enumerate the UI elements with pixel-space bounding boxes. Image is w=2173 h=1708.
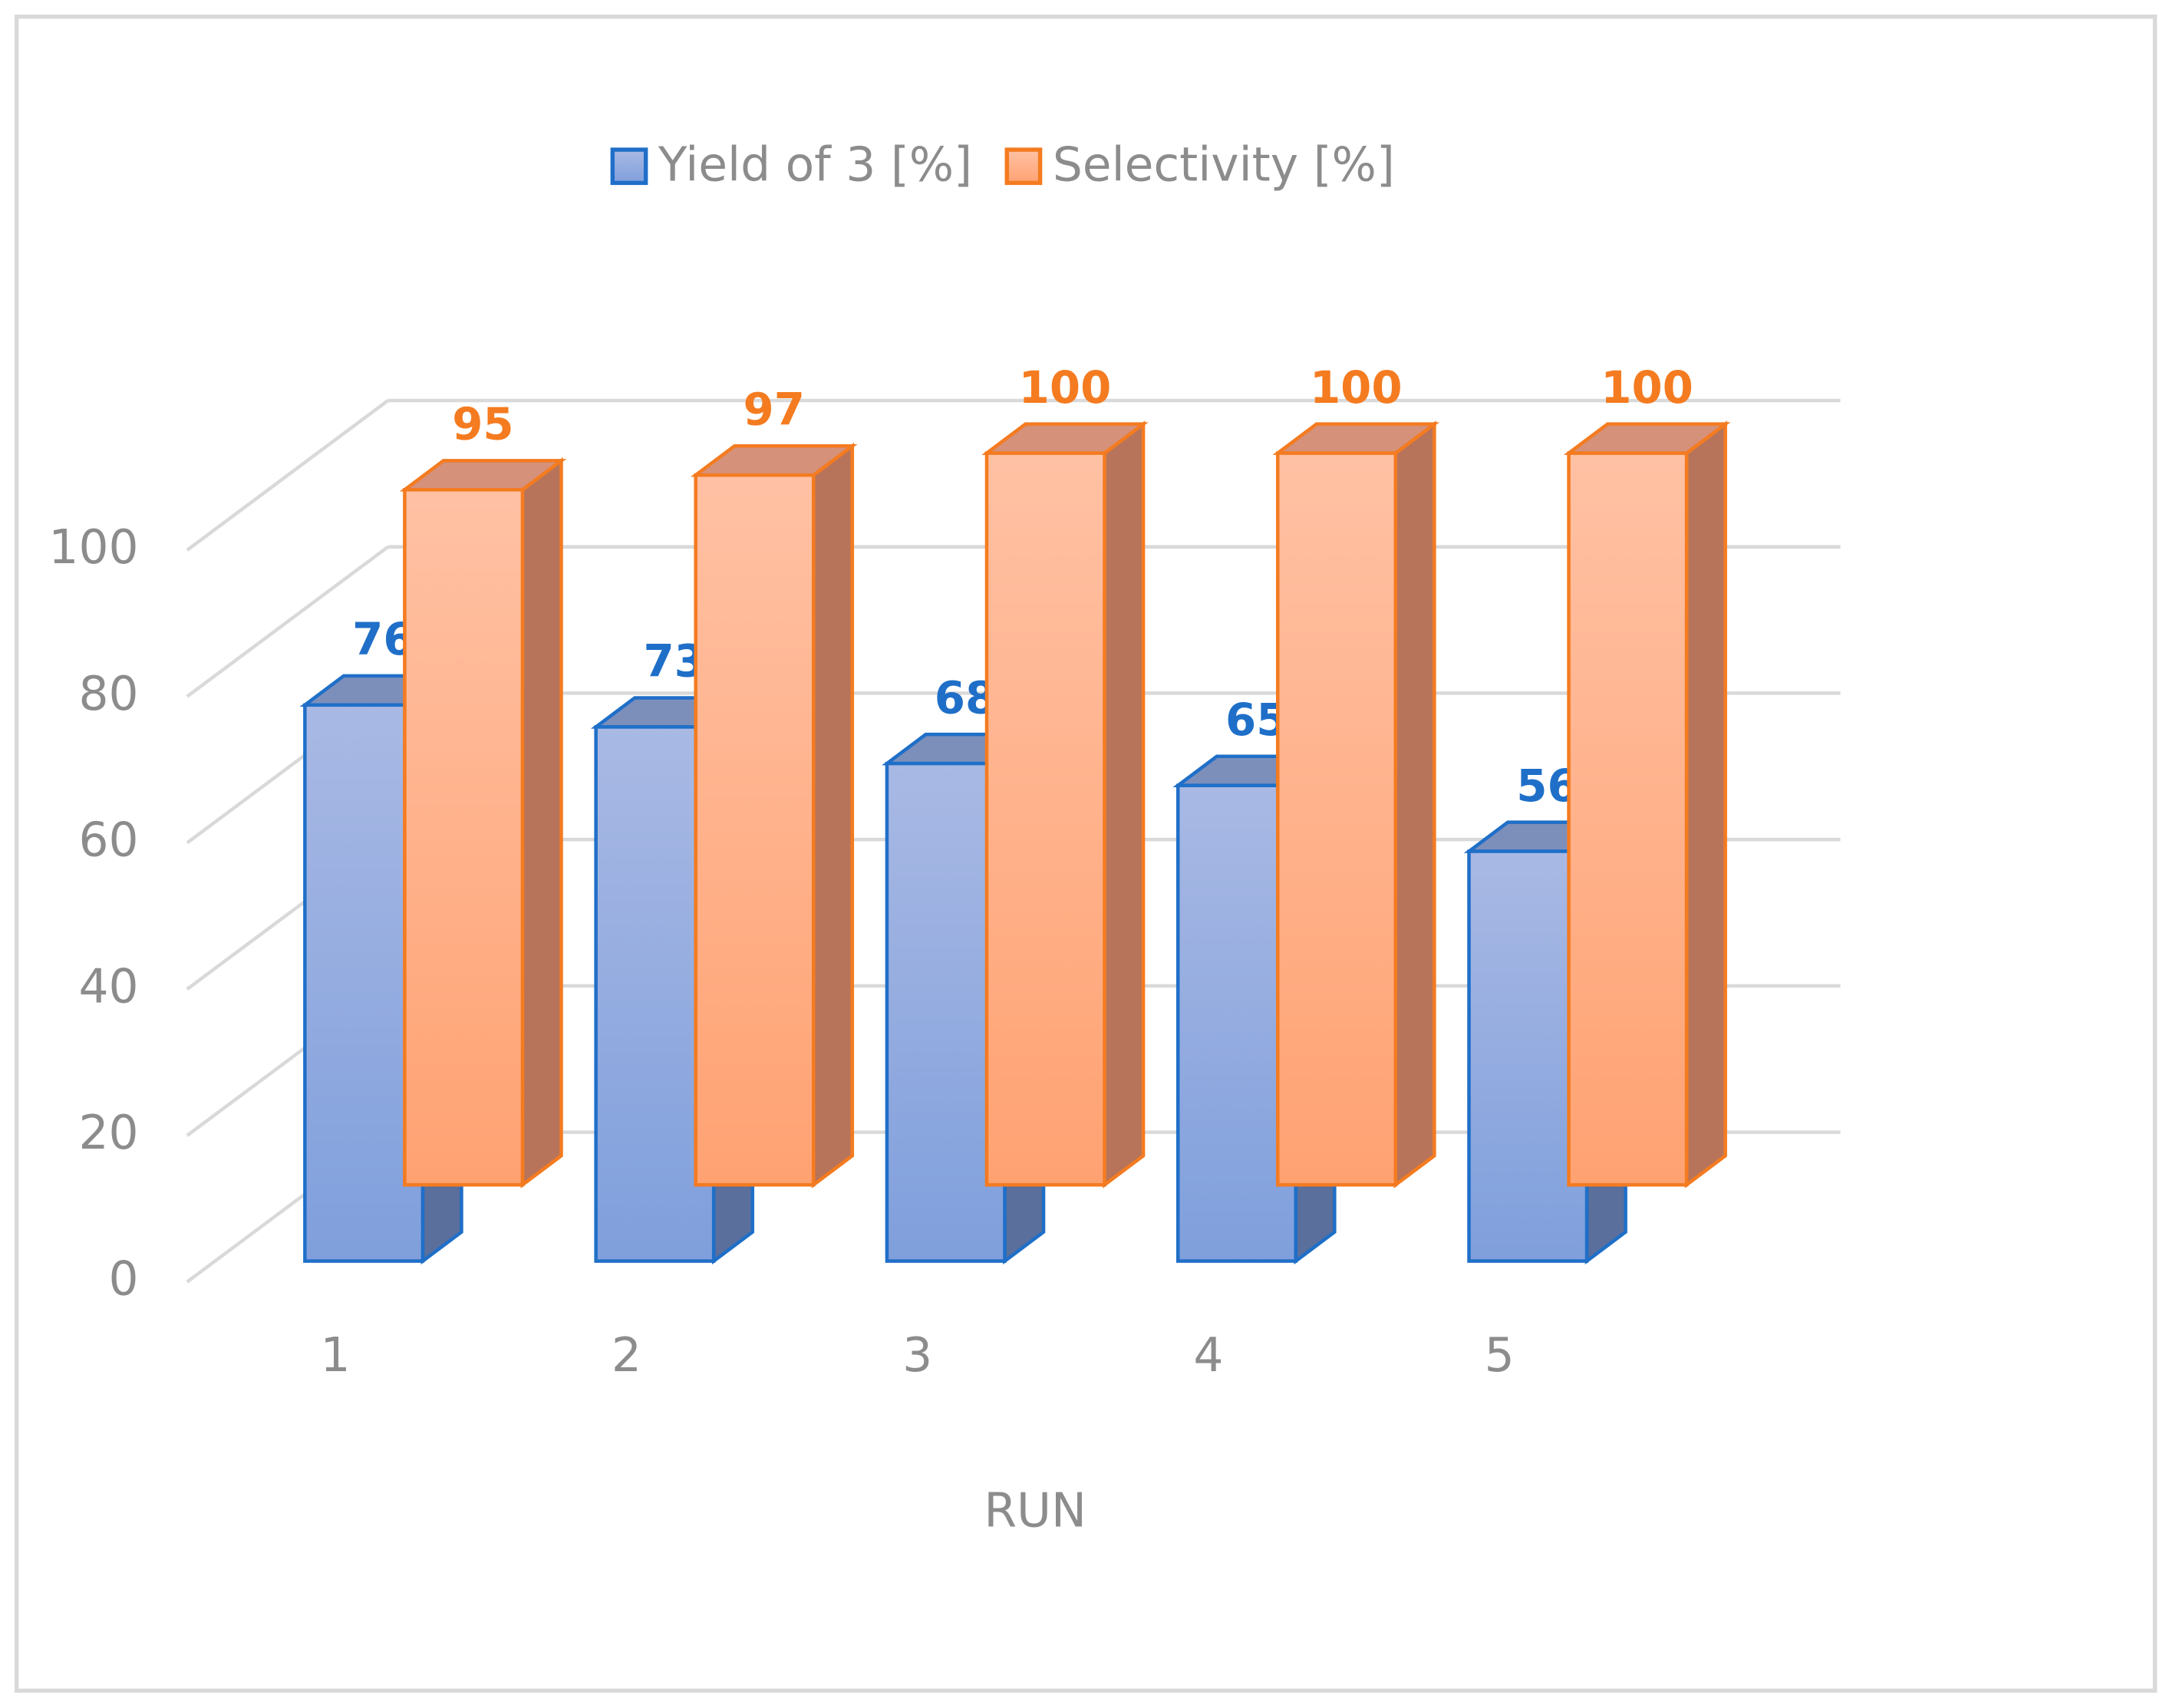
data-label: 95	[452, 398, 513, 450]
grid-line	[186, 545, 390, 698]
data-label: 100	[1019, 361, 1112, 414]
grid-line	[186, 399, 390, 552]
bar-side	[811, 442, 855, 1189]
y-tick-label: 0	[109, 1252, 139, 1307]
x-tick-label: 2	[612, 1328, 641, 1383]
y-tick-label: 60	[79, 813, 139, 868]
x-axis-title: RUN	[984, 1483, 1086, 1538]
x-tick-label: 4	[1193, 1328, 1223, 1383]
bar-side	[1103, 420, 1146, 1189]
bar-side	[520, 457, 563, 1189]
y-tick-label: 40	[79, 959, 139, 1014]
bar	[694, 473, 816, 1187]
legend-label: Selectivity [%]	[1053, 138, 1395, 193]
data-label: 100	[1310, 361, 1403, 414]
bar	[984, 451, 1106, 1187]
legend-label: Yield of 3 [%]	[658, 138, 972, 193]
data-label: 100	[1601, 361, 1693, 414]
bar-side	[1393, 420, 1436, 1189]
data-label: 97	[744, 384, 805, 436]
legend-swatch	[1004, 147, 1043, 186]
bar	[1567, 451, 1689, 1187]
bar	[403, 488, 525, 1187]
x-tick-label: 3	[902, 1328, 932, 1383]
y-tick-label: 80	[79, 667, 139, 721]
bar	[1275, 451, 1398, 1187]
bar-side	[1684, 420, 1727, 1189]
y-tick-label: 100	[48, 520, 138, 575]
x-tick-label: 5	[1485, 1328, 1515, 1383]
legend-swatch	[610, 147, 648, 186]
y-tick-label: 20	[79, 1106, 139, 1160]
x-tick-label: 1	[321, 1328, 351, 1383]
